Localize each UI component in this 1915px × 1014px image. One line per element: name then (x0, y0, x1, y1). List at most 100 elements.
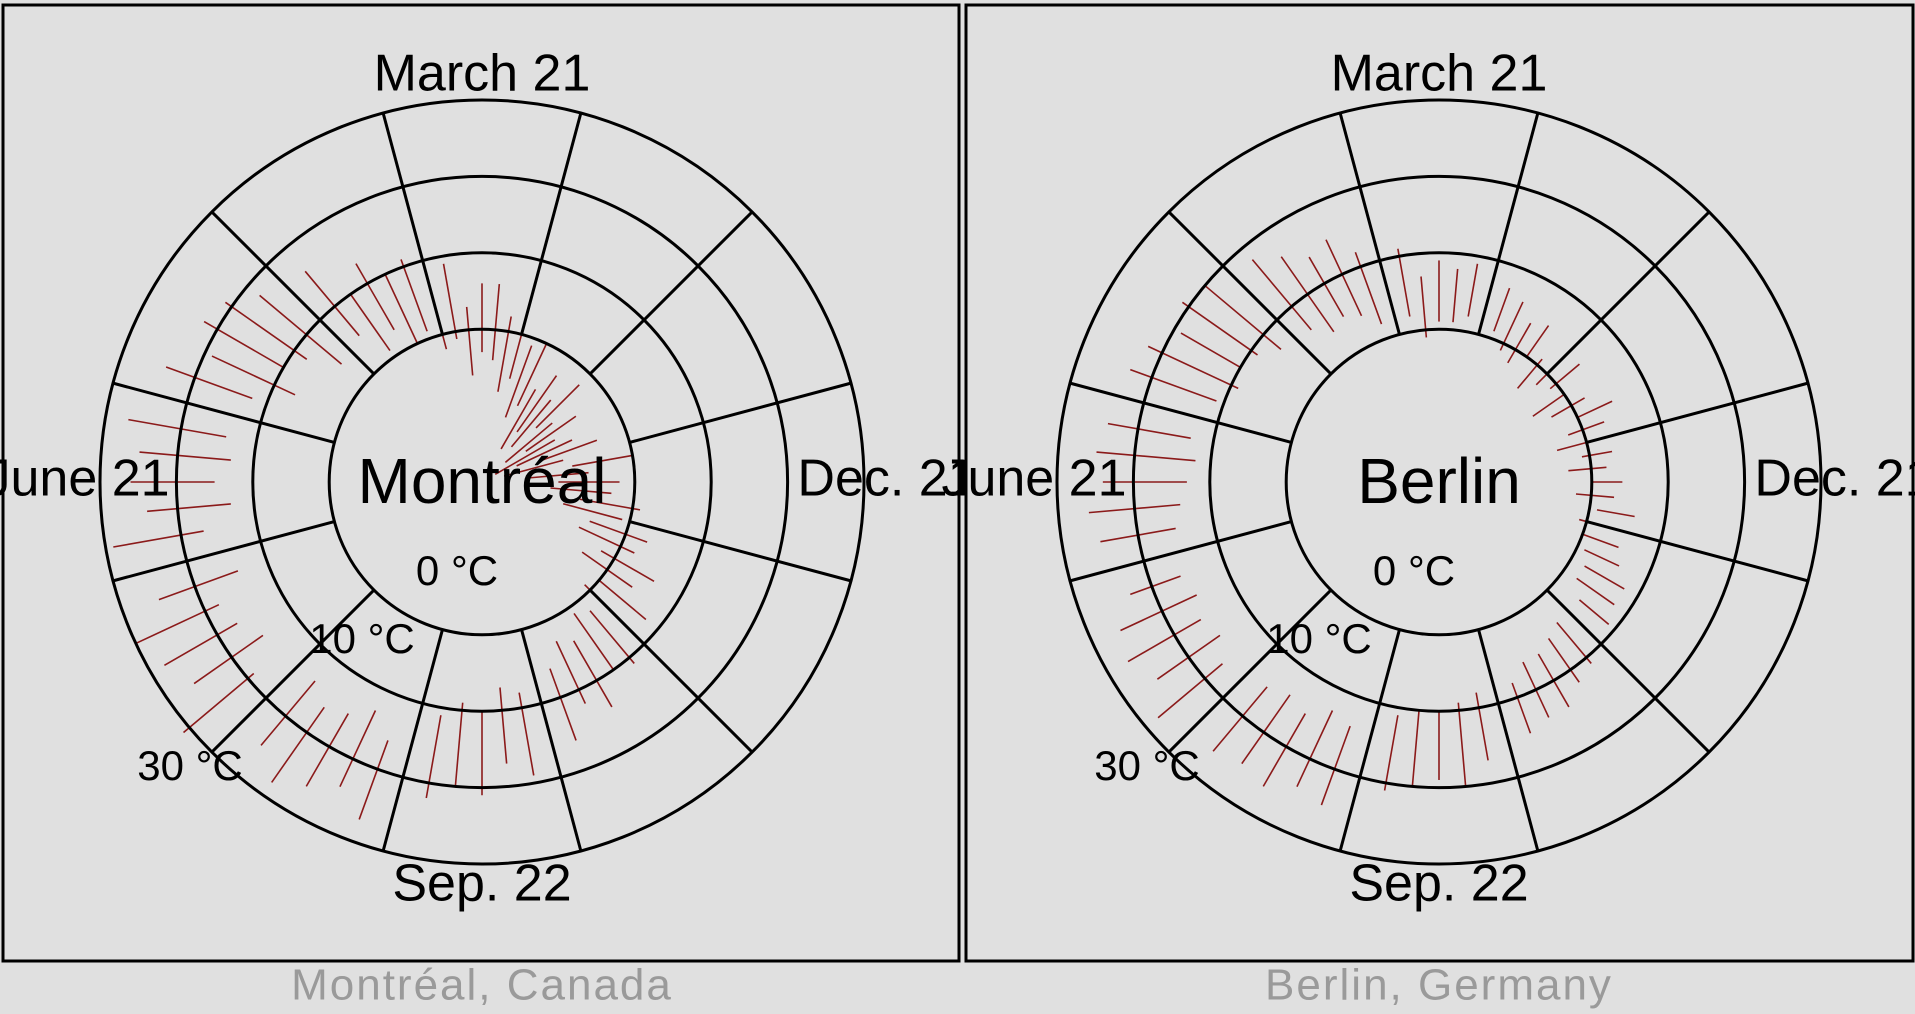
temperature-spike (1397, 248, 1411, 317)
temperature-spike (1567, 421, 1605, 436)
temperature-spike (494, 439, 556, 476)
month-spoke (381, 112, 444, 335)
temperature-spike (139, 451, 231, 461)
month-spoke (588, 210, 754, 376)
temperature-spike (147, 503, 231, 513)
date-label: June 21 (941, 450, 1126, 508)
temperature-spike (128, 418, 227, 438)
temperature-spike (516, 439, 573, 467)
temperature-spike (164, 622, 238, 667)
temperature-spike (503, 459, 564, 477)
temperature-spike (1204, 284, 1282, 351)
temperature-spike (1411, 710, 1420, 787)
temperature-spike (1575, 493, 1615, 499)
ring-label: 10 °C (1266, 615, 1372, 662)
temperature-spike (497, 316, 512, 392)
grid-ring (174, 174, 790, 790)
temperature-spike (1130, 575, 1181, 596)
month-spoke (629, 520, 852, 583)
temperature-spike (562, 502, 623, 521)
temperature-spike (1584, 565, 1625, 590)
month-spoke (112, 381, 335, 444)
month-spoke (1545, 210, 1711, 376)
temperature-spike (271, 706, 325, 783)
temperature-spike (158, 570, 239, 601)
temperature-spike (1181, 301, 1258, 356)
temperature-spike (1212, 686, 1268, 752)
month-spoke (112, 520, 335, 583)
panel-frame (1, 3, 961, 963)
month-spoke (520, 112, 583, 335)
temperature-spike (1576, 577, 1615, 606)
temperature-spike (465, 306, 474, 376)
panel-frame (964, 3, 1915, 963)
temperature-spike (1532, 393, 1565, 417)
date-label: Dec. 21 (797, 450, 976, 508)
panel: 0 °C10 °C 30 °C March 21 June 21 Sep. 22 Dec.… (0, 3, 977, 1010)
temperature-spike (1320, 725, 1351, 806)
temperature-spike (454, 702, 464, 787)
month-spoke (1167, 210, 1333, 376)
month-spoke (1586, 520, 1809, 583)
temperature-spike (525, 415, 577, 452)
grid-ring (1284, 327, 1594, 637)
temperature-spike (349, 293, 391, 352)
temperature-spike (339, 710, 377, 788)
grid-ring (1055, 98, 1823, 866)
temperature-spike (1180, 332, 1241, 369)
temperature-spike (1157, 663, 1223, 719)
temperature-spike (1420, 276, 1428, 338)
temperature-spike (113, 530, 204, 548)
temperature-spike (1584, 549, 1620, 567)
temperature-spike (549, 668, 577, 741)
temperature-spike (183, 672, 255, 734)
ring-label: 0 °C (1373, 547, 1455, 594)
temperature-spike (1507, 322, 1532, 364)
temperature-spike (260, 680, 316, 746)
temperature-spike (384, 273, 419, 344)
temperature-spike (600, 550, 655, 583)
temperature-spike (535, 384, 580, 429)
temperature-spike (1568, 466, 1607, 472)
temperature-spike (1577, 400, 1613, 419)
temperature-spike (1582, 533, 1619, 549)
temperature-spike (1475, 692, 1489, 761)
temperature-spike (305, 713, 349, 787)
temperature-spike (1107, 422, 1191, 440)
temperature-spike (355, 263, 395, 331)
month-spoke (1338, 629, 1401, 852)
temperature-spike (527, 471, 589, 479)
temperature-spike (259, 294, 343, 365)
grid-ring (1131, 174, 1747, 790)
temperature-spike (1296, 710, 1334, 788)
month-spoke (1586, 381, 1809, 444)
temperature-spike (500, 388, 537, 450)
temperature-spike (165, 366, 253, 400)
date-label: June 21 (0, 450, 170, 508)
month-spoke (1477, 629, 1540, 852)
temperature-spike (1511, 682, 1532, 734)
temperature-spike (578, 526, 635, 554)
temperature-spike (539, 439, 598, 462)
temperature-spike (589, 520, 648, 543)
temperature-spike (358, 740, 389, 820)
temperature-spike (1581, 450, 1613, 458)
temperature-spike (1130, 368, 1217, 402)
panel-caption: Berlin, Germany (1265, 961, 1613, 1010)
temperature-spike (491, 284, 501, 361)
grid-ring (327, 327, 637, 637)
temperature-spike (1262, 713, 1306, 787)
temperature-spike (579, 498, 641, 511)
temperature-spike (1493, 287, 1511, 332)
grid-ring (251, 251, 713, 713)
ring-label: 0 °C (416, 547, 498, 594)
temperature-spike (573, 612, 615, 671)
temperature-spike (572, 640, 613, 708)
month-spoke (381, 629, 444, 852)
date-label: Sep. 22 (392, 855, 571, 913)
month-spoke (1069, 520, 1292, 583)
temperature-spike (1547, 637, 1580, 683)
city-title: Montréal (358, 445, 607, 517)
